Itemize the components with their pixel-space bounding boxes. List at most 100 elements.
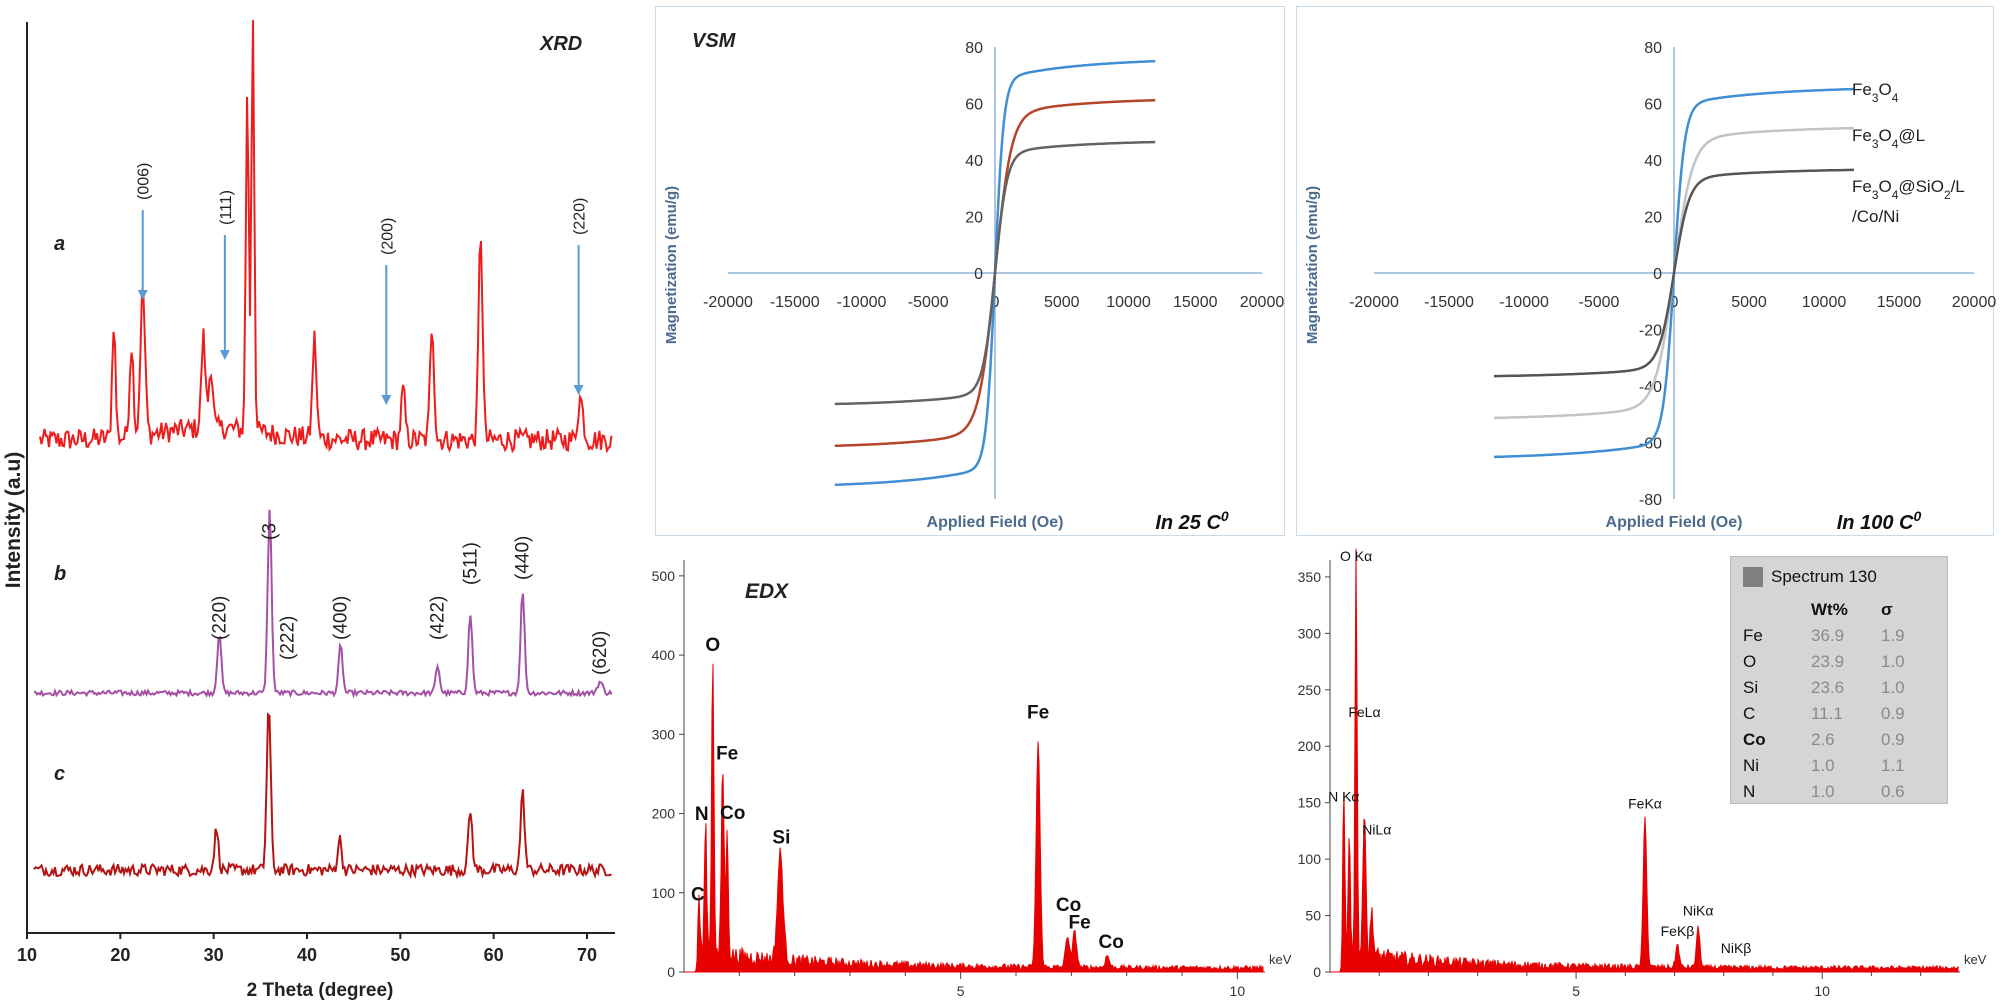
element-cell: O [1743, 652, 1757, 671]
peak-label: (222) [277, 616, 298, 660]
peak-label: FeKα [1628, 795, 1662, 811]
y-tick-label: 80 [965, 40, 983, 57]
wt-cell: 1.0 [1811, 782, 1835, 801]
x-tick-label: 10 [17, 945, 37, 965]
y-axis-title: Magnetization (emu/g) [663, 186, 680, 344]
y-tick-label: 100 [652, 885, 676, 901]
vsm-curve-2 [834, 140, 1156, 406]
y-tick-label: 500 [652, 568, 676, 584]
wt-cell: 11.1 [1811, 704, 1843, 723]
edx-spectrum [684, 663, 1264, 973]
peak-label: NiLα [1362, 821, 1391, 837]
y-tick-label: 0 [1653, 266, 1662, 283]
edx1-panel: 0 100 200 300 400 500 5 10 keV EDX C N O Fe Co Si Fe Co Fe… [640, 548, 1292, 1006]
peak-label: NiKα [1683, 903, 1714, 919]
vsm100-chart: -20000 -15000 -10000 -5000 0 5000 10000 15000 20… [1304, 40, 1997, 534]
spectrum-title: Spectrum 130 [1771, 567, 1877, 586]
peak-label: (111) [218, 190, 235, 225]
x-tick-label: 50 [390, 945, 410, 965]
x-tick-label: 10 [1814, 983, 1830, 999]
x-axis-title: 2 Theta (degree) [247, 980, 394, 1001]
xrd-chart: 10 20 30 40 50 60 70 2 Theta (degree) Intensity … [2, 20, 615, 1001]
x-tick-label: 20000 [1952, 294, 1997, 311]
edx-title: EDX [745, 580, 790, 603]
x-axis-title: keV [1269, 952, 1292, 967]
x-tick-label: 5 [1572, 983, 1580, 999]
table-row: Fe 36.9 1.9 [1731, 623, 1947, 649]
table-row: Co 2.6 0.9 [1731, 727, 1947, 753]
peak-label: FeKβ [1661, 923, 1695, 939]
table-row: Ni 1.0 1.1 [1731, 753, 1947, 779]
x-tick-label: -20000 [1349, 294, 1399, 311]
edx-spectrum [1330, 548, 1959, 973]
x-tick-label: 5000 [1044, 294, 1080, 311]
edx2-panel: 0 50 100 150 200 250 300 350 5 10 keV O Kα FeLα N Kα N… [1290, 548, 2000, 1006]
peak-label: N [695, 804, 709, 825]
y-tick-label: -20 [1639, 323, 1662, 340]
col-sigma: σ [1881, 600, 1893, 619]
y-tick-label: 60 [1644, 97, 1662, 114]
sigma-cell: 1.9 [1881, 626, 1905, 645]
peak-label: (006) [136, 163, 153, 200]
vsm25-panel: -20000 -15000 -10000 -5000 0 5000 10000 15000 20… [655, 6, 1285, 536]
sigma-cell: 1.0 [1881, 652, 1905, 671]
element-cell: C [1743, 704, 1756, 723]
vsm100-panel: -20000 -15000 -10000 -5000 0 5000 10000 15000 20… [1296, 6, 1997, 536]
x-tick-label: -15000 [770, 294, 820, 311]
y-tick-label: 150 [1298, 795, 1322, 811]
table-row: C 11.1 0.9 [1731, 701, 1947, 727]
y-tick-label: 300 [652, 726, 676, 742]
x-axis-title: keV [1964, 952, 1987, 967]
series-label-a: a [54, 233, 65, 255]
spectrum-table-header: Spectrum 130 [1731, 557, 1947, 597]
x-axis-title: Applied Field (Oe) [1606, 514, 1743, 531]
y-tick-label: 50 [1305, 908, 1321, 924]
spectrum-table-columns: Wt% σ [1731, 597, 1947, 623]
y-tick-label: 400 [652, 647, 676, 663]
y-tick-label: 250 [1298, 682, 1322, 698]
y-tick-label: 20 [965, 210, 983, 227]
vsm25-chart: -20000 -15000 -10000 -5000 0 5000 10000 15000 20… [663, 30, 1284, 534]
col-wt: Wt% [1811, 600, 1848, 619]
element-cell: Fe [1743, 626, 1763, 645]
peak-label: (511) [460, 542, 481, 585]
y-tick-label: 200 [652, 806, 676, 822]
xrd-line-c [33, 712, 612, 880]
wt-cell: 36.9 [1811, 626, 1845, 645]
y-tick-label: -80 [1639, 492, 1662, 509]
x-tick-label: -20000 [703, 294, 753, 311]
y-tick-label: 350 [1298, 569, 1322, 585]
y-tick-label: 40 [965, 153, 983, 170]
x-tick-label: -10000 [837, 294, 887, 311]
y-tick-label: 0 [974, 266, 983, 283]
x-tick-label: 10000 [1106, 294, 1151, 311]
x-tick-label: -15000 [1424, 294, 1474, 311]
x-tick-label: 5 [957, 983, 965, 999]
x-tick-label: 10000 [1802, 294, 1847, 311]
sigma-cell: 0.9 [1881, 730, 1905, 749]
element-cell: N [1743, 782, 1756, 801]
peak-label: FeLα [1348, 704, 1380, 720]
peak-label: Si [772, 828, 790, 849]
x-tick-label: 40 [297, 945, 317, 965]
peak-label: N Kα [1328, 789, 1359, 805]
wt-cell: 1.0 [1811, 756, 1835, 775]
vsm-title: VSM [692, 30, 737, 52]
peak-label: (422) [428, 596, 449, 640]
x-tick-label: 0 [991, 294, 1000, 311]
x-tick-label: 5000 [1731, 294, 1767, 311]
peak-label: Co [720, 803, 745, 824]
y-tick-label: 20 [1644, 210, 1662, 227]
y-tick-label: 300 [1298, 625, 1322, 641]
legend-label: Fe3O4 [1852, 80, 1899, 105]
x-tick-label: 70 [577, 945, 597, 965]
temperature-note: In 25 C0 [1155, 508, 1229, 534]
wt-cell: 23.9 [1811, 652, 1845, 671]
y-tick-label: 60 [965, 97, 983, 114]
sigma-cell: 1.0 [1881, 678, 1905, 697]
peak-label: Co [1056, 895, 1081, 916]
element-cell: Si [1743, 678, 1759, 697]
xrd-panel: 10 20 30 40 50 60 70 2 Theta (degree) Intensity … [0, 0, 640, 1006]
peak-label: NiKβ [1721, 940, 1752, 956]
